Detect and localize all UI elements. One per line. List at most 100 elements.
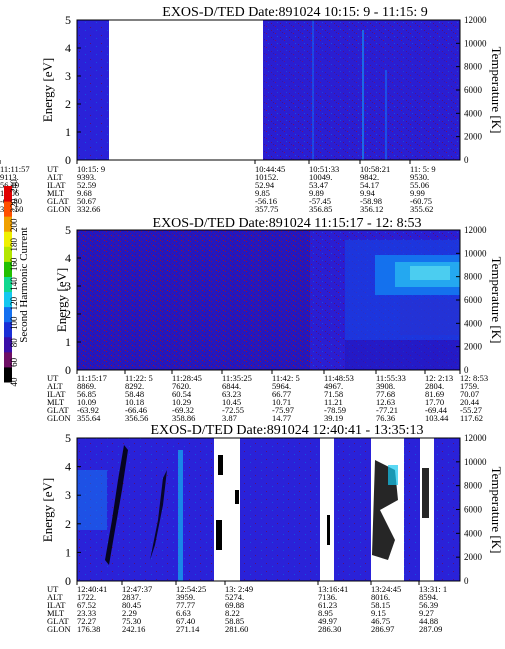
y-tick-label: 3 bbox=[65, 69, 71, 83]
ephemeris-value: 5964. bbox=[272, 381, 291, 391]
ephemeris-value: 11:28:45 bbox=[172, 373, 202, 383]
ephemeris-value: 1722. bbox=[77, 592, 96, 602]
panel-3-plot bbox=[76, 437, 461, 582]
ephemeris-row-label: GLON bbox=[47, 624, 71, 634]
ephemeris-value: 11:35:25 bbox=[222, 373, 252, 383]
ephemeris-row-label: GLON bbox=[47, 204, 71, 214]
ephemeris-value: -75.97 bbox=[272, 405, 294, 415]
y-tick-label: 1 bbox=[65, 125, 71, 139]
ephemeris-value: 9.94 bbox=[360, 188, 376, 198]
ephemeris-value: 76.36 bbox=[376, 413, 395, 423]
colorbar-swatch bbox=[4, 336, 12, 353]
ephemeris-value: 12:47:37 bbox=[122, 584, 152, 594]
ephemeris-value: 11.21 bbox=[324, 397, 343, 407]
y-tick-label: 1 bbox=[65, 545, 71, 559]
y2-tick-label: 10000 bbox=[464, 38, 487, 48]
colorbar-swatch bbox=[4, 246, 12, 262]
ephemeris-value: 80.45 bbox=[122, 600, 141, 610]
colorbar-tick-label: 120 bbox=[9, 296, 19, 310]
y2-tick-label: 10000 bbox=[464, 248, 487, 258]
ephemeris-row-label: UT bbox=[47, 164, 59, 174]
ephemeris-value: 12.63 bbox=[376, 397, 395, 407]
ephemeris-value: 56.85 bbox=[77, 389, 96, 399]
ephemeris-value: 58.15 bbox=[371, 600, 390, 610]
ephemeris-value: -72.55 bbox=[222, 405, 244, 415]
y2-tick-label: 12000 bbox=[464, 15, 487, 25]
ephemeris-value: 67.40 bbox=[176, 616, 195, 626]
colorbar-tick-label: 240 bbox=[9, 179, 19, 193]
ephemeris-value: 10.45 bbox=[222, 397, 241, 407]
ephemeris-value: 2804. bbox=[425, 381, 444, 391]
colorbar-tick-label: 60 bbox=[9, 357, 19, 367]
y-tick-label: 2 bbox=[65, 307, 71, 321]
colorbar-tick-label: 180 bbox=[9, 238, 19, 252]
panel-1-y2label: Temperature [K] bbox=[489, 47, 504, 134]
ephemeris-value: 49.97 bbox=[318, 616, 337, 626]
ephemeris-value: 2.29 bbox=[122, 608, 137, 618]
y2-tick-label: 12000 bbox=[464, 225, 487, 235]
ephemeris-value: 3.87 bbox=[222, 413, 237, 423]
panel-2: EXOS-D/TED Date:891024 11:15:17 - 12: 8:… bbox=[47, 216, 504, 423]
ephemeris-row-label: ILAT bbox=[47, 180, 66, 190]
panel-2-y2label: Temperature [K] bbox=[489, 257, 504, 344]
ephemeris-value: 4967. bbox=[324, 381, 343, 391]
ephemeris-value: 5274. bbox=[225, 592, 244, 602]
ephemeris-value: 11:48:53 bbox=[324, 373, 354, 383]
panel-3-title: EXOS-D/TED Date:891024 12:40:41 - 13:35:… bbox=[151, 423, 424, 438]
ephemeris-value: 286.30 bbox=[318, 624, 341, 634]
ephemeris-value: 9.99 bbox=[410, 188, 425, 198]
ephemeris-value: 10049. bbox=[309, 172, 332, 182]
ephemeris-value: 242.16 bbox=[122, 624, 145, 634]
ephemeris-value: 10.18 bbox=[125, 397, 144, 407]
ephemeris-value: 56.19 bbox=[0, 180, 19, 190]
ephemeris-value: -66.46 bbox=[125, 405, 147, 415]
ephemeris-row-label: GLAT bbox=[47, 405, 70, 415]
y-tick-label: 3 bbox=[65, 279, 71, 293]
ephemeris-value: 356.12 bbox=[360, 204, 383, 214]
ephemeris-value: 358.86 bbox=[172, 413, 195, 423]
ephemeris-row-label: UT bbox=[47, 373, 59, 383]
y-tick-label: 4 bbox=[65, 460, 71, 474]
ephemeris-row-label: ALT bbox=[47, 592, 64, 602]
colorbar-swatch bbox=[4, 216, 12, 232]
ephemeris-value: 9393. bbox=[77, 172, 96, 182]
ephemeris-value: 2837. bbox=[122, 592, 141, 602]
ephemeris-row-label: MLT bbox=[47, 188, 65, 198]
ephemeris-value: -77.21 bbox=[376, 405, 398, 415]
ephemeris-value: 67.52 bbox=[77, 600, 96, 610]
ephemeris-value: 75.30 bbox=[122, 616, 141, 626]
ephemeris-value: 332.66 bbox=[77, 204, 100, 214]
ephemeris-value: 77.68 bbox=[376, 389, 395, 399]
panel-1: EXOS-D/TED Date:891024 10:15: 9 - 11:15:… bbox=[0, 5, 504, 214]
ephemeris-value: 70.07 bbox=[460, 389, 479, 399]
colorbar-swatch bbox=[4, 306, 12, 323]
ephemeris-value: 12:54:25 bbox=[176, 584, 206, 594]
ephemeris-value: 355.64 bbox=[77, 413, 101, 423]
panel-1-title: EXOS-D/TED Date:891024 10:15: 9 - 11:15:… bbox=[162, 5, 427, 20]
ephemeris-value: 23.33 bbox=[77, 608, 96, 618]
ephemeris-value: 14.77 bbox=[272, 413, 291, 423]
ephemeris-value: 55.06 bbox=[410, 180, 429, 190]
ephemeris-value: -56.16 bbox=[255, 196, 277, 206]
ephemeris-value: 9.15 bbox=[371, 608, 386, 618]
ephemeris-row-label: MLT bbox=[47, 397, 65, 407]
y2-tick-label: 8000 bbox=[464, 272, 483, 282]
ephemeris-value: 13:24:45 bbox=[371, 584, 401, 594]
panel-1-plot bbox=[76, 19, 461, 161]
ephemeris-value: 10:15: 9 bbox=[77, 164, 105, 174]
ephemeris-row-label: ALT bbox=[47, 172, 64, 182]
ephemeris-value: 8594. bbox=[419, 592, 438, 602]
ephemeris-value: 77.77 bbox=[176, 600, 195, 610]
ephemeris-value: 355.62 bbox=[410, 204, 433, 214]
ephemeris-value: 12: 2:13 bbox=[425, 373, 453, 383]
ephemeris-value: 8869. bbox=[77, 381, 96, 391]
colorbar-swatch bbox=[4, 291, 12, 308]
ephemeris-value: 13: 2:49 bbox=[225, 584, 253, 594]
ephemeris-row-label: ALT bbox=[47, 381, 64, 391]
y2-tick-label: 4000 bbox=[464, 318, 483, 328]
ephemeris-value: 271.14 bbox=[176, 624, 200, 634]
ephemeris-row-label: UT bbox=[47, 584, 59, 594]
colorbar-tick-label: 80 bbox=[9, 338, 19, 348]
ephemeris-value: 3908. bbox=[376, 381, 395, 391]
y2-tick-label: 0 bbox=[464, 155, 469, 165]
